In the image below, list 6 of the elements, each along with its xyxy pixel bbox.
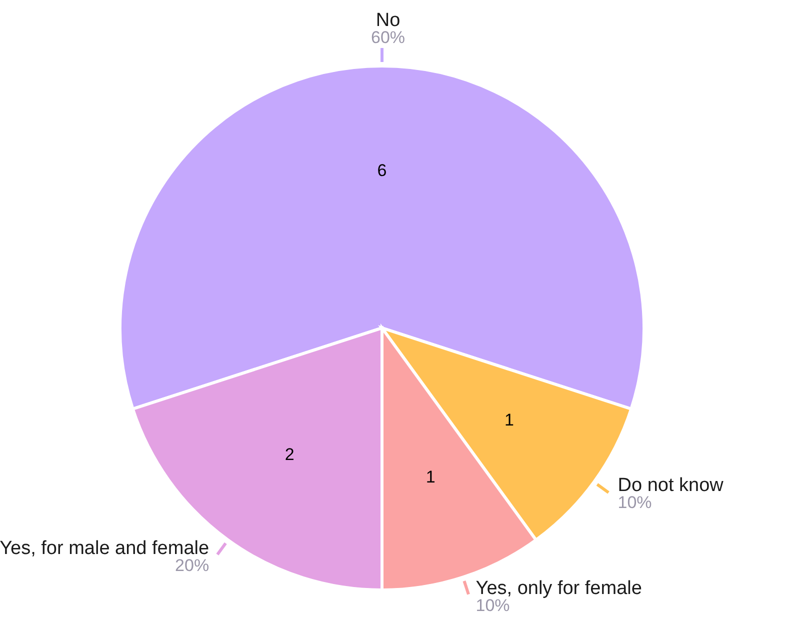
data-label: 6: [377, 160, 387, 180]
data-label: 1: [426, 468, 436, 487]
data-label: 1: [504, 410, 514, 430]
slice-label: No: [376, 10, 400, 31]
text: 60%: [370, 28, 406, 47]
data-label: 2: [284, 445, 294, 464]
